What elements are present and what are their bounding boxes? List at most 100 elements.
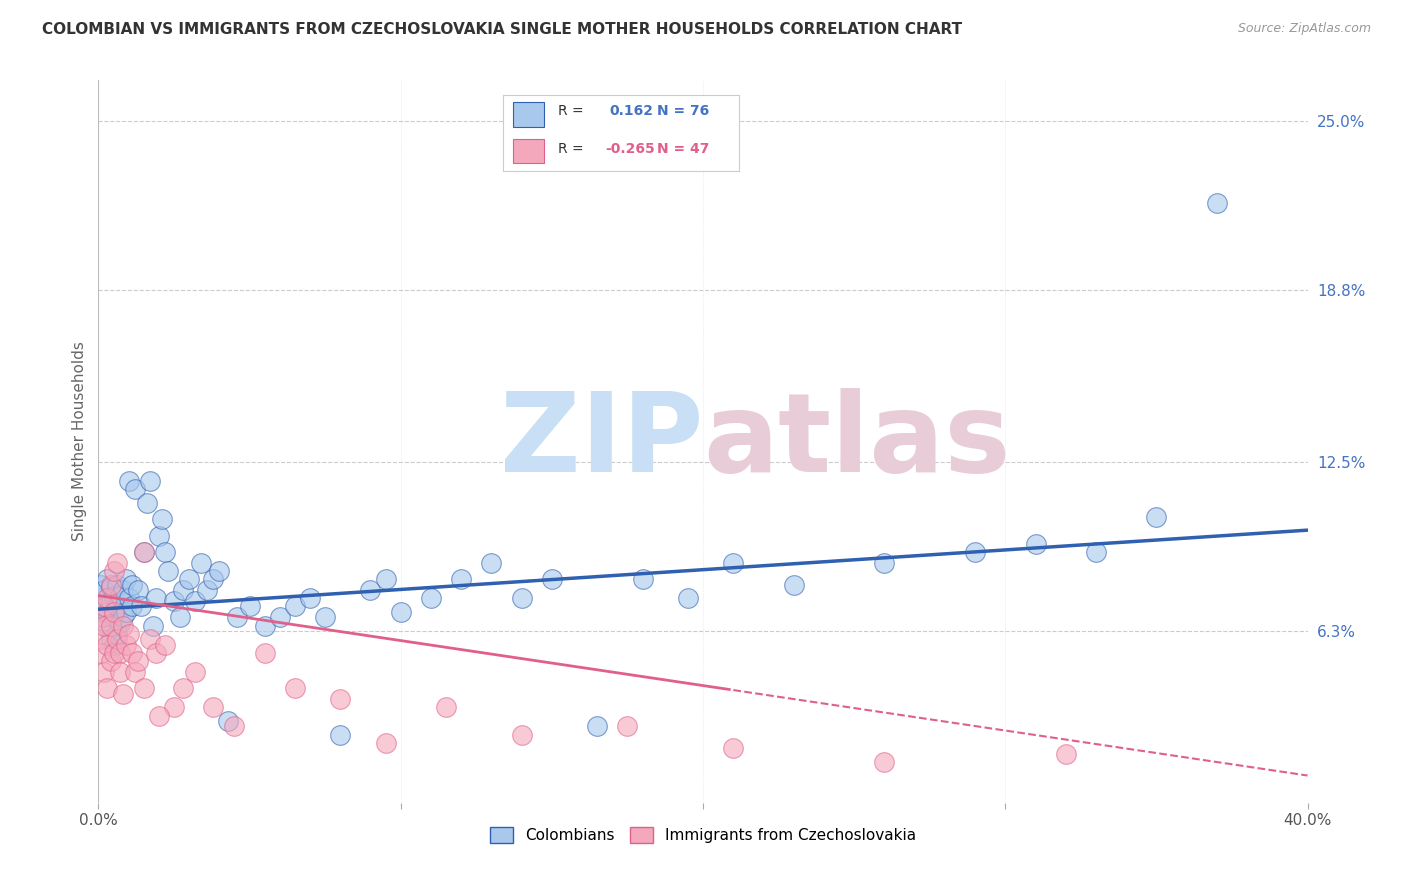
Point xyxy=(108,646,131,660)
Point xyxy=(93,665,115,679)
Point xyxy=(1144,509,1167,524)
Point xyxy=(139,632,162,647)
Point xyxy=(100,618,122,632)
Point xyxy=(481,556,503,570)
Point xyxy=(121,646,143,660)
Point xyxy=(150,512,173,526)
Point xyxy=(100,594,122,608)
Point xyxy=(121,599,143,614)
Point xyxy=(239,599,262,614)
Point xyxy=(226,610,249,624)
Point xyxy=(118,591,141,606)
Point xyxy=(105,577,128,591)
Point xyxy=(163,700,186,714)
Point xyxy=(118,474,141,488)
Point xyxy=(100,581,122,595)
Point xyxy=(132,545,155,559)
Point xyxy=(1206,196,1229,211)
Point xyxy=(139,474,162,488)
Point xyxy=(93,599,115,614)
Point xyxy=(90,591,112,606)
Legend: Colombians, Immigrants from Czechoslovakia: Colombians, Immigrants from Czechoslovak… xyxy=(484,822,922,849)
Point xyxy=(145,646,167,660)
Point xyxy=(873,755,896,769)
Point xyxy=(111,583,134,598)
Point xyxy=(676,591,699,606)
Point xyxy=(269,610,291,624)
Y-axis label: Single Mother Households: Single Mother Households xyxy=(72,342,87,541)
Point xyxy=(217,714,239,728)
Point xyxy=(450,572,472,586)
Point xyxy=(114,638,136,652)
Point xyxy=(132,681,155,696)
Point xyxy=(118,626,141,640)
Point xyxy=(111,618,134,632)
Point xyxy=(108,615,131,630)
Point xyxy=(586,719,609,733)
Point xyxy=(111,610,134,624)
Point xyxy=(631,572,654,586)
Point xyxy=(105,626,128,640)
Point xyxy=(510,728,533,742)
Point xyxy=(103,564,125,578)
Point xyxy=(153,545,176,559)
Point xyxy=(129,599,152,614)
Point xyxy=(284,681,307,696)
Point xyxy=(135,496,157,510)
Point xyxy=(108,665,131,679)
Point xyxy=(184,665,207,679)
Point xyxy=(105,599,128,614)
Point xyxy=(114,605,136,619)
Point xyxy=(389,605,412,619)
Point xyxy=(96,681,118,696)
Point xyxy=(284,599,307,614)
Point xyxy=(121,577,143,591)
Point xyxy=(103,589,125,603)
Point xyxy=(142,618,165,632)
Point xyxy=(96,591,118,606)
Point xyxy=(124,665,146,679)
Point xyxy=(96,618,118,632)
Point xyxy=(100,632,122,647)
Point xyxy=(93,599,115,614)
Point xyxy=(111,687,134,701)
Point xyxy=(202,572,225,586)
Point xyxy=(510,591,533,606)
Point xyxy=(93,610,115,624)
Point xyxy=(156,564,179,578)
Point xyxy=(540,572,562,586)
Point xyxy=(100,577,122,591)
Point xyxy=(360,583,382,598)
Point xyxy=(873,556,896,570)
Point xyxy=(90,632,112,647)
Point xyxy=(224,719,246,733)
Point xyxy=(172,681,194,696)
Point xyxy=(169,610,191,624)
Point xyxy=(108,589,131,603)
Point xyxy=(329,692,352,706)
Text: atlas: atlas xyxy=(703,388,1011,495)
Point xyxy=(1054,747,1077,761)
Point xyxy=(103,638,125,652)
Point xyxy=(148,708,170,723)
Point xyxy=(329,728,352,742)
Point xyxy=(153,638,176,652)
Point xyxy=(105,556,128,570)
Point xyxy=(616,719,638,733)
Point xyxy=(172,583,194,598)
Point xyxy=(103,610,125,624)
Point xyxy=(145,591,167,606)
Point xyxy=(179,572,201,586)
Point xyxy=(127,583,149,598)
Point xyxy=(148,528,170,542)
Point xyxy=(1024,537,1046,551)
Point xyxy=(90,646,112,660)
Point xyxy=(96,638,118,652)
Point xyxy=(783,577,806,591)
Point xyxy=(90,610,112,624)
Point xyxy=(124,482,146,496)
Point xyxy=(93,583,115,598)
Point xyxy=(103,605,125,619)
Point xyxy=(184,594,207,608)
Point xyxy=(103,646,125,660)
